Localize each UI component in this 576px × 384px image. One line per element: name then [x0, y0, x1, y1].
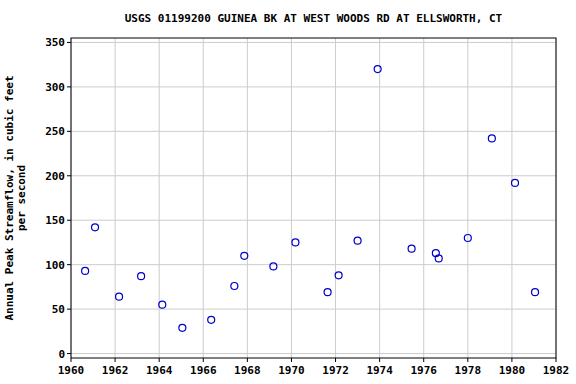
y-tick: [67, 42, 71, 43]
x-tick: [159, 358, 160, 362]
data-point: [374, 66, 381, 73]
data-point: [208, 316, 215, 323]
x-tick-label: 1982: [543, 364, 570, 377]
data-point: [292, 239, 299, 246]
y-grid-line: [71, 86, 556, 87]
y-grid-line: [71, 264, 556, 265]
y-tick: [67, 131, 71, 132]
data-point: [270, 263, 277, 270]
y-tick-label: 350: [45, 36, 65, 49]
data-point: [488, 135, 495, 142]
title: USGS 01199200 GUINEA BK AT WEST WOODS RD…: [125, 12, 503, 25]
x-grid-line: [335, 38, 336, 358]
x-tick-label: 1980: [499, 364, 526, 377]
x-tick-label: 1978: [455, 364, 482, 377]
x-tick: [291, 358, 292, 362]
data-point: [335, 272, 342, 279]
x-tick: [335, 358, 336, 362]
y-tick: [67, 175, 71, 176]
data-point: [464, 235, 471, 242]
data-point: [82, 267, 89, 274]
data-point: [138, 273, 145, 280]
y-grid-line: [71, 175, 556, 176]
y-grid-line: [71, 131, 556, 132]
y-tick-label: 200: [45, 170, 65, 183]
y-tick-label: 100: [45, 259, 65, 272]
x-grid-line: [423, 38, 424, 358]
data-point: [532, 289, 539, 296]
data-point: [179, 324, 186, 331]
y-tick-label: 250: [45, 125, 65, 138]
data-point: [159, 301, 166, 308]
x-tick: [423, 358, 424, 362]
x-tick-label: 1974: [366, 364, 393, 377]
y-grid-line: [71, 42, 556, 43]
data-point: [354, 237, 361, 244]
x-grid-line: [467, 38, 468, 358]
x-tick-label: 1968: [234, 364, 261, 377]
x-grid-line: [159, 38, 160, 358]
x-grid-line: [379, 38, 380, 358]
x-grid-line: [115, 38, 116, 358]
x-tick-label: 1976: [410, 364, 437, 377]
x-grid-line: [203, 38, 204, 358]
x-tick-label: 1970: [278, 364, 305, 377]
x-tick: [203, 358, 204, 362]
data-point: [408, 245, 415, 252]
y-tick-label: 150: [45, 214, 65, 227]
y-grid-line: [71, 220, 556, 221]
data-point: [231, 283, 238, 290]
x-tick-label: 1966: [190, 364, 217, 377]
y-axis-label: per second: [15, 165, 28, 231]
y-grid-line: [71, 309, 556, 310]
x-tick: [115, 358, 116, 362]
x-grid-line: [247, 38, 248, 358]
y-tick-label: 300: [45, 81, 65, 94]
y-tick-label: 50: [52, 303, 65, 316]
y-tick: [67, 353, 71, 354]
x-grid-line: [291, 38, 292, 358]
x-tick: [71, 358, 72, 362]
points: [82, 66, 539, 332]
y-tick: [67, 264, 71, 265]
y-tick: [67, 309, 71, 310]
plot-frame: [71, 38, 556, 358]
x-tick: [379, 358, 380, 362]
y-tick: [67, 220, 71, 221]
x-tick-label: 1960: [58, 364, 85, 377]
x-tick: [247, 358, 248, 362]
data-point: [116, 293, 123, 300]
x-grid-line: [511, 38, 512, 358]
x-tick: [467, 358, 468, 362]
data-point: [324, 289, 331, 296]
y-grid-line: [71, 353, 556, 354]
chart: 1960 1962 1964 1966 1968 1970 1972 1974 1976 1978…: [0, 0, 576, 384]
x-tick-label: 1964: [146, 364, 173, 377]
data-point: [511, 179, 518, 186]
x-tick-label: 1962: [102, 364, 129, 377]
data-point: [435, 255, 442, 262]
x-tick: [556, 358, 557, 362]
y-tick: [67, 86, 71, 87]
data-point: [92, 224, 99, 231]
data-point: [241, 252, 248, 259]
x-tick: [511, 358, 512, 362]
x-tick-label: 1972: [322, 364, 349, 377]
y-tick-label: 0: [58, 348, 65, 361]
